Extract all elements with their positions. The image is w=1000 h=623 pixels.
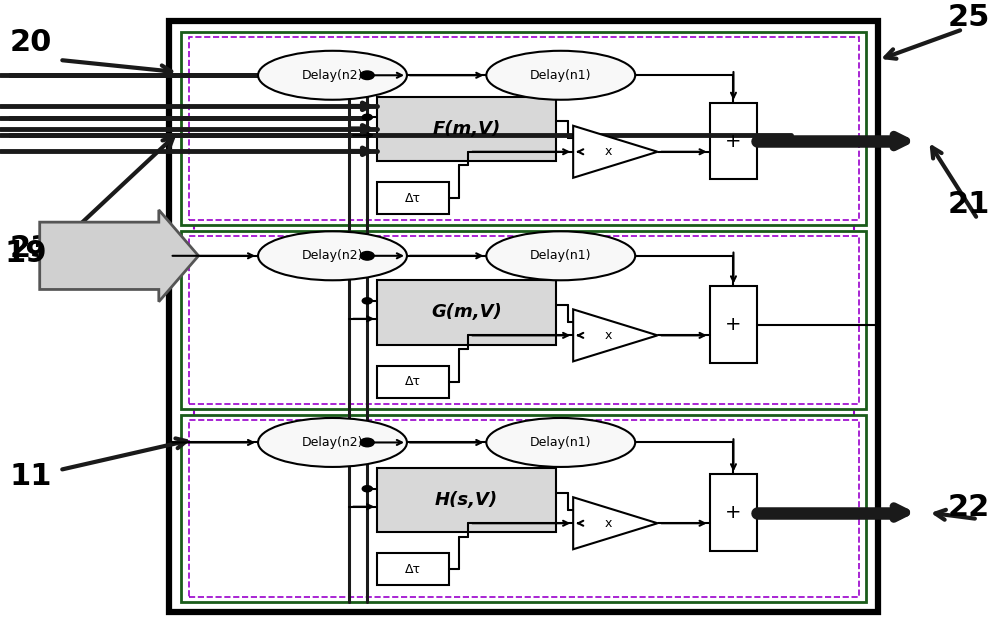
Text: +: + — [725, 131, 742, 151]
Ellipse shape — [486, 418, 635, 467]
Text: x: x — [605, 145, 612, 158]
Text: x: x — [605, 329, 612, 342]
Circle shape — [360, 252, 374, 260]
Text: F(m,V): F(m,V) — [432, 120, 501, 138]
Ellipse shape — [258, 231, 407, 280]
Bar — [377, 553, 449, 585]
Circle shape — [362, 114, 372, 120]
Text: Δτ: Δτ — [405, 563, 421, 576]
Text: Delay(n2): Delay(n2) — [302, 436, 363, 449]
Bar — [189, 420, 859, 597]
Bar — [181, 32, 866, 225]
Bar — [710, 287, 757, 363]
Bar — [189, 236, 859, 404]
Bar — [181, 231, 866, 409]
Bar — [377, 468, 556, 533]
Text: +: + — [725, 315, 742, 334]
Ellipse shape — [486, 231, 635, 280]
Text: Δτ: Δτ — [405, 376, 421, 388]
Text: Delay(n2): Delay(n2) — [302, 249, 363, 262]
Text: 25: 25 — [948, 3, 990, 32]
Text: 19: 19 — [5, 239, 48, 268]
Text: Delay(n1): Delay(n1) — [530, 436, 592, 449]
Bar — [377, 97, 556, 161]
Text: Delay(n1): Delay(n1) — [530, 69, 592, 82]
Bar — [189, 37, 859, 221]
Text: +: + — [725, 503, 742, 522]
Circle shape — [360, 438, 374, 447]
Text: 23: 23 — [10, 234, 52, 263]
Text: 22: 22 — [948, 493, 990, 522]
Text: Δτ: Δτ — [405, 192, 421, 205]
Polygon shape — [573, 310, 658, 361]
Bar — [710, 103, 757, 179]
Bar — [181, 415, 866, 602]
Bar — [377, 183, 449, 214]
Text: 11: 11 — [10, 462, 52, 492]
Bar — [710, 474, 757, 551]
Circle shape — [362, 486, 372, 492]
Text: G(m,V): G(m,V) — [431, 303, 502, 321]
Bar — [169, 21, 878, 612]
Text: x: x — [605, 516, 612, 530]
Polygon shape — [573, 497, 658, 549]
Text: 21: 21 — [948, 190, 990, 219]
Polygon shape — [40, 210, 198, 302]
Bar — [377, 366, 449, 398]
Bar — [194, 37, 854, 597]
Bar — [377, 280, 556, 345]
Ellipse shape — [258, 418, 407, 467]
Polygon shape — [573, 126, 658, 178]
Ellipse shape — [258, 51, 407, 100]
Text: Delay(n1): Delay(n1) — [530, 249, 592, 262]
Text: H(s,V): H(s,V) — [435, 492, 498, 509]
Text: Delay(n2): Delay(n2) — [302, 69, 363, 82]
Text: 20: 20 — [10, 28, 52, 57]
Circle shape — [362, 298, 372, 304]
Circle shape — [360, 71, 374, 80]
Ellipse shape — [486, 51, 635, 100]
